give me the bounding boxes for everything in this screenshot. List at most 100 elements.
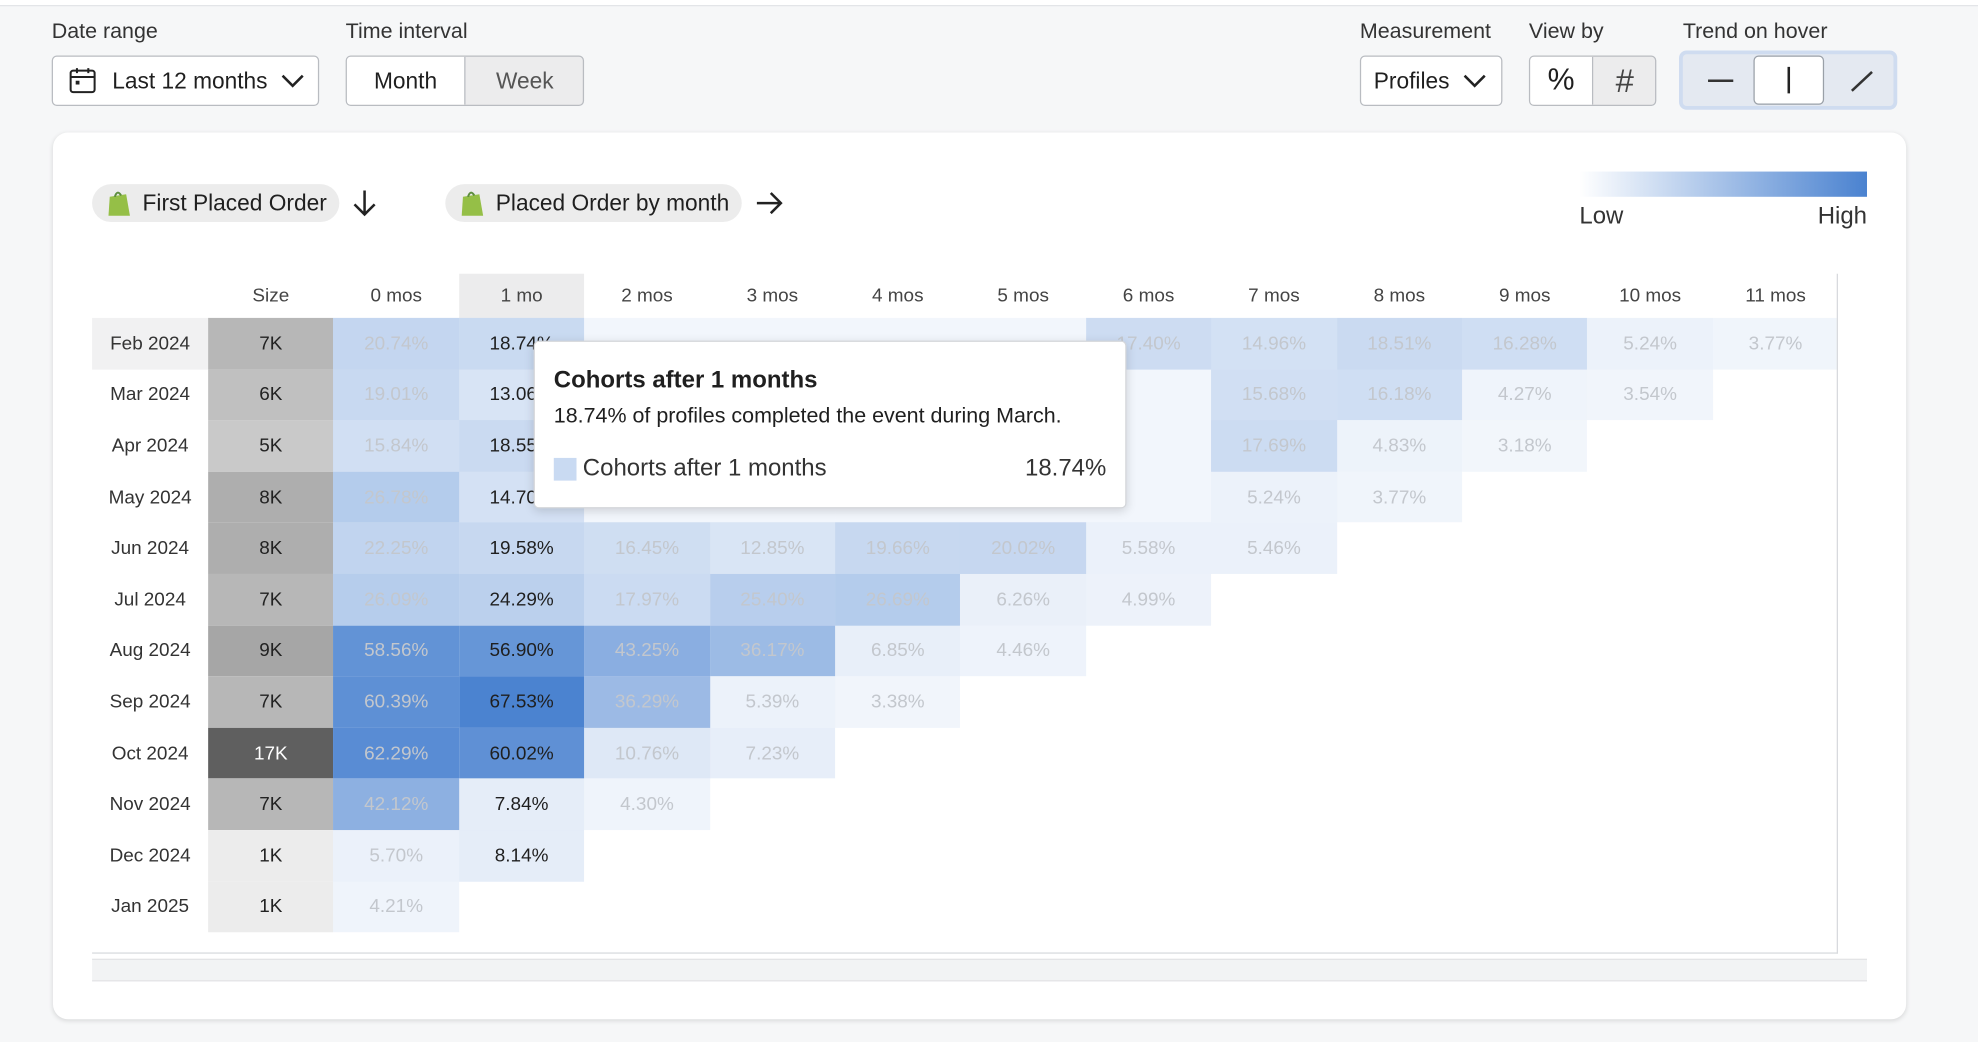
table-bottom-border bbox=[92, 952, 1838, 954]
cohort-cell: 4.46% bbox=[960, 625, 1086, 677]
size-cell: 17K bbox=[208, 727, 334, 779]
column-header: 4 mos bbox=[872, 285, 924, 307]
month-option[interactable]: Month bbox=[346, 56, 466, 105]
column-header: 0 mos bbox=[370, 285, 422, 307]
cohort-cell: 5.39% bbox=[709, 676, 836, 728]
trend-label: Trend on hover bbox=[1682, 18, 1828, 43]
column-header: 11 mos bbox=[1745, 285, 1806, 307]
cohort-cell: 36.17% bbox=[709, 625, 836, 677]
cohort-cell: 56.90% bbox=[458, 625, 585, 677]
cohort-label: Jan 2025 bbox=[111, 896, 190, 918]
cohort-cell: 18.51% bbox=[1336, 317, 1463, 370]
shopify-icon bbox=[108, 191, 130, 216]
cohort-cell: 16.28% bbox=[1462, 317, 1588, 370]
tooltip-title: Cohorts after 1 months bbox=[553, 367, 818, 394]
cohort-cell: 19.58% bbox=[458, 522, 585, 574]
row-event-pill[interactable]: First Placed Order bbox=[92, 184, 340, 223]
date-range-value: Last 12 months bbox=[112, 67, 268, 93]
column-header: 8 mos bbox=[1373, 285, 1426, 307]
size-cell: 7K bbox=[208, 317, 334, 370]
time-interval-label: Time interval bbox=[345, 18, 468, 43]
cohort-cell: 12.85% bbox=[709, 522, 836, 574]
cohort-cell: 24.29% bbox=[458, 573, 585, 626]
cohort-cell: 6.85% bbox=[835, 625, 961, 677]
legend-low: Low bbox=[1579, 203, 1624, 230]
size-cell: 8K bbox=[208, 522, 334, 574]
column-header: 2 mos bbox=[621, 285, 673, 307]
measurement-label: Measurement bbox=[1359, 18, 1491, 43]
size-cell: 9K bbox=[208, 625, 334, 677]
flat-option[interactable] bbox=[1700, 67, 1740, 95]
tooltip-swatch bbox=[553, 457, 577, 481]
cohort-label: Jul 2024 bbox=[114, 588, 186, 611]
cohort-label: Aug 2024 bbox=[109, 640, 191, 662]
cohort-cell: 26.78% bbox=[333, 471, 459, 523]
legend-high: High bbox=[1817, 203, 1867, 230]
cohort-cell: 17.97% bbox=[584, 573, 710, 626]
cohort-label: Mar 2024 bbox=[110, 383, 191, 406]
column-header: Size bbox=[252, 285, 290, 307]
cohort-cell: 4.27% bbox=[1462, 369, 1588, 421]
cohort-cell: 14.96% bbox=[1211, 317, 1337, 370]
cohort-cell: 26.09% bbox=[333, 573, 459, 626]
cohort-cell: 16.45% bbox=[584, 522, 710, 574]
cohort-cell: 5.70% bbox=[333, 830, 459, 882]
cohort-label: Apr 2024 bbox=[111, 435, 189, 457]
legend-gradient bbox=[1579, 171, 1867, 197]
view-by-label: View by bbox=[1528, 18, 1604, 43]
cohort-cell: 58.56% bbox=[333, 625, 459, 677]
cohort-cell: 6.26% bbox=[960, 573, 1086, 626]
top-bar bbox=[0, 0, 1978, 7]
tooltip: Cohorts after 1 months 18.74% of profile… bbox=[533, 340, 1127, 509]
percent-option[interactable]: % bbox=[1530, 56, 1594, 105]
tooltip-description: 18.74% of profiles completed the event d… bbox=[553, 403, 1062, 428]
vertical-option[interactable] bbox=[1753, 55, 1825, 105]
cohort-cell: 4.21% bbox=[333, 881, 459, 933]
column-header: 7 mos bbox=[1248, 285, 1300, 307]
size-cell: 7K bbox=[208, 778, 334, 831]
cohort-cell: 42.12% bbox=[333, 778, 459, 831]
calendar-icon bbox=[69, 68, 96, 94]
cohort-cell: 7.23% bbox=[709, 727, 836, 779]
date-range-label: Date range bbox=[51, 18, 158, 43]
cohort-cell: 3.77% bbox=[1336, 471, 1463, 523]
cohort-label: Jun 2024 bbox=[111, 537, 190, 560]
cohort-label: May 2024 bbox=[108, 486, 192, 508]
column-event-pill[interactable]: Placed Order by month bbox=[445, 184, 742, 223]
measurement-dropdown[interactable]: Profiles bbox=[1359, 55, 1503, 106]
cohort-cell: 15.68% bbox=[1211, 369, 1337, 421]
view-by-toggle: % # bbox=[1528, 55, 1657, 106]
arrow-down bbox=[353, 190, 376, 217]
cohort-cell: 36.29% bbox=[584, 676, 710, 728]
cohort-cell: 8.14% bbox=[458, 830, 585, 882]
chevron bbox=[1463, 74, 1486, 88]
time-interval-toggle: Month Week bbox=[345, 55, 585, 106]
size-cell: 8K bbox=[208, 471, 334, 523]
cohort-cell: 16.18% bbox=[1336, 369, 1463, 421]
cohort-cell: 17.69% bbox=[1211, 420, 1337, 472]
date-range-dropdown[interactable]: Last 12 months bbox=[51, 55, 320, 106]
vertical-icon bbox=[1787, 66, 1791, 94]
cohort-cell: 62.29% bbox=[333, 727, 459, 779]
size-cell: 6K bbox=[208, 369, 334, 421]
diagonal-option[interactable] bbox=[1842, 67, 1882, 95]
cohort-label: Oct 2024 bbox=[111, 742, 189, 764]
week-option[interactable]: Week bbox=[495, 67, 554, 93]
column-event: Placed Order by month bbox=[495, 189, 730, 216]
cohort-cell: 67.53% bbox=[458, 676, 585, 728]
cohort-card bbox=[52, 132, 1907, 1020]
cohort-cell: 4.99% bbox=[1085, 573, 1212, 626]
cohort-cell: 15.84% bbox=[333, 420, 459, 472]
cohort-cell: 19.66% bbox=[835, 522, 961, 574]
scrollbar-track bbox=[92, 958, 1867, 982]
tooltip-item-label: Cohorts after 1 months bbox=[582, 455, 827, 482]
cohort-cell: 20.74% bbox=[333, 317, 459, 370]
cohort-cell: 5.46% bbox=[1211, 522, 1337, 574]
cohort-cell: 4.83% bbox=[1336, 420, 1463, 472]
cohort-cell: 60.39% bbox=[333, 676, 459, 728]
count-option[interactable]: # bbox=[1615, 61, 1634, 100]
column-header: 1 mo bbox=[500, 285, 543, 307]
cohort-cell: 5.24% bbox=[1587, 317, 1713, 370]
